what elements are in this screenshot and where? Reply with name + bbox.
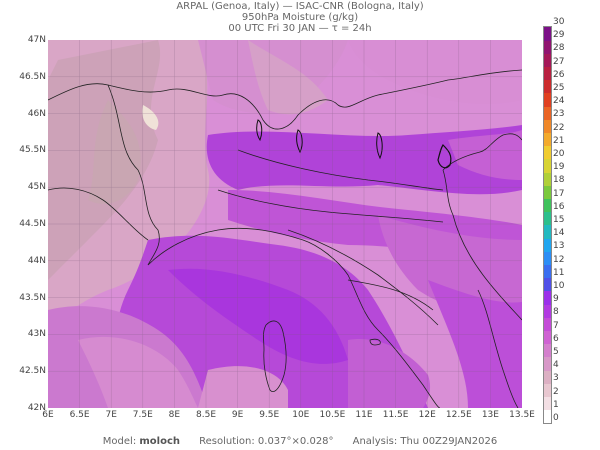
colorbar-label: 9 (553, 294, 559, 305)
longitude-tick-label: 6E (42, 410, 54, 420)
colorbar-label: 0 (553, 413, 559, 423)
colorbar-segment (544, 40, 551, 54)
colorbar-segment (544, 370, 551, 384)
latitude-tick-label: 44.5N (19, 219, 46, 229)
latitude-tick-label: 45N (27, 182, 46, 193)
colorbar-label: 11 (553, 267, 565, 278)
model-label: Model: (102, 436, 137, 447)
longitude-tick-label: 9.5E (259, 410, 280, 420)
longitude-tick-label: 11E (355, 410, 373, 420)
latitude-tick-label: 42N (27, 403, 46, 413)
colorbar-segment (544, 396, 551, 411)
latitude-tick-label: 46N (27, 108, 46, 119)
model-value: moloch (139, 436, 181, 447)
latitude-tick-label: 46.5N (19, 71, 46, 82)
colorbar-segment (544, 343, 551, 358)
colorbar-label: 12 (553, 254, 565, 265)
map-field (48, 40, 522, 408)
resolution-text: Resolution: 0.037°×0.028° (199, 436, 334, 447)
colorbar-segment (544, 198, 551, 213)
moisture-map (48, 40, 522, 408)
colorbar-label: 6 (553, 333, 559, 344)
colorbar-label: 28 (553, 43, 565, 54)
longitude-tick-label: 7E (105, 410, 117, 420)
colorbar-segment (544, 79, 551, 94)
colorbar-segment (544, 291, 551, 305)
longitude-tick-label: 13E (481, 410, 499, 420)
latitude-tick-label: 45.5N (19, 145, 46, 156)
colorbar-segment (544, 211, 551, 226)
colorbar-label: 1 (553, 399, 559, 410)
colorbar-segment (544, 159, 551, 173)
colorbar-label: 22 (553, 122, 565, 133)
colorbar-segment (544, 238, 551, 252)
colorbar-segment (544, 357, 551, 371)
colorbar-label: 27 (553, 56, 565, 67)
colorbar-label: 2 (553, 386, 559, 397)
longitude-tick-label: 11.5E (382, 410, 409, 420)
colorbar-label: 4 (553, 360, 559, 371)
colorbar-label: 23 (553, 109, 565, 120)
colorbar-label: 17 (553, 188, 565, 199)
colorbar-label: 8 (553, 307, 559, 318)
colorbar-segment (544, 264, 551, 279)
colorbar-segment (544, 383, 551, 398)
longitude-tick-label: 13.5E (509, 410, 535, 420)
colorbar-segment (544, 132, 551, 147)
longitude-tick-label: 12.5E (445, 410, 472, 420)
colorbar-segment (544, 277, 551, 292)
longitude-tick-label: 12E (418, 410, 436, 420)
latitude-tick-label: 43.5N (19, 292, 46, 303)
longitude-tick-label: 6.5E (69, 410, 90, 420)
analysis-text: Analysis: Thu 00Z29JAN2026 (352, 436, 498, 447)
colorbar-segment (544, 330, 551, 345)
colorbar-segment (544, 185, 551, 200)
longitude-tick-label: 8E (168, 410, 181, 420)
latitude-tick-label: 42.5N (19, 366, 46, 377)
latitude-tick-label: 47N (27, 35, 46, 45)
longitude-tick-label: 8.5E (196, 410, 216, 420)
colorbar-segment (544, 251, 551, 266)
colorbar-segment (544, 145, 551, 160)
colorbar-label: 3 (553, 373, 559, 384)
colorbar-segment (544, 27, 551, 41)
colorbar-label: 15 (553, 215, 565, 225)
colorbar-segment (544, 225, 551, 239)
colorbar-label: 7 (553, 320, 559, 331)
colorbar (543, 26, 552, 424)
colorbar-segment (544, 106, 551, 120)
colorbar-label: 16 (553, 201, 565, 212)
colorbar-label: 24 (553, 96, 565, 107)
colorbar-segment (544, 304, 551, 318)
header-title: ARPAL (Genoa, Italy) — ISAC-CNR (Bologna… (176, 1, 424, 12)
colorbar-label: 13 (553, 241, 565, 252)
colorbar-segment (544, 317, 551, 332)
footer: Model: moloch Resolution: 0.037°×0.028° … (0, 436, 600, 447)
colorbar-segment (544, 409, 551, 424)
colorbar-label: 21 (553, 135, 565, 146)
header-validity: 00 UTC Fri 30 JAN — τ = 24h (228, 23, 372, 34)
latitude-tick-label: 43N (27, 329, 46, 340)
colorbar-label: 10 (553, 281, 565, 291)
colorbar-label: 18 (553, 175, 565, 186)
longitude-tick-label: 10.5E (319, 410, 346, 420)
colorbar-label: 25 (553, 83, 565, 93)
colorbar-label: 29 (553, 30, 565, 41)
header-variable: 950hPa Moisture (g/kg) (241, 12, 359, 23)
colorbar-segment (544, 66, 551, 81)
colorbar-label: 5 (553, 347, 559, 357)
longitude-tick-label: 9E (231, 410, 244, 420)
colorbar-label: 14 (553, 228, 565, 239)
colorbar-label: 20 (553, 149, 565, 159)
latitude-tick-label: 44N (27, 255, 46, 266)
colorbar-label: 26 (553, 69, 565, 80)
colorbar-label: 19 (553, 162, 565, 173)
colorbar-segment (544, 93, 551, 107)
longitude-tick-label: 7.5E (132, 410, 153, 420)
colorbar-segment (544, 119, 551, 134)
colorbar-segment (544, 53, 551, 68)
colorbar-label: 30 (553, 17, 565, 27)
longitude-tick-label: 10E (292, 410, 310, 420)
colorbar-segment (544, 172, 551, 186)
